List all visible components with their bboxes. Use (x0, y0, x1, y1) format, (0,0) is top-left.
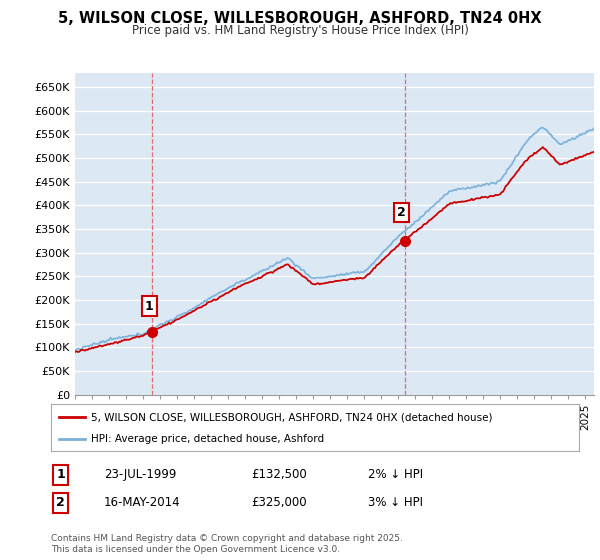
Text: 23-JUL-1999: 23-JUL-1999 (104, 468, 176, 481)
Text: 5, WILSON CLOSE, WILLESBOROUGH, ASHFORD, TN24 0HX: 5, WILSON CLOSE, WILLESBOROUGH, ASHFORD,… (58, 11, 542, 26)
Text: Price paid vs. HM Land Registry's House Price Index (HPI): Price paid vs. HM Land Registry's House … (131, 24, 469, 36)
Text: Contains HM Land Registry data © Crown copyright and database right 2025.
This d: Contains HM Land Registry data © Crown c… (51, 534, 403, 554)
Text: £325,000: £325,000 (251, 496, 307, 509)
Text: £132,500: £132,500 (251, 468, 307, 481)
Text: 16-MAY-2014: 16-MAY-2014 (104, 496, 181, 509)
Text: 2: 2 (397, 206, 406, 219)
Text: 2% ↓ HPI: 2% ↓ HPI (368, 468, 423, 481)
Text: 3% ↓ HPI: 3% ↓ HPI (368, 496, 423, 509)
Text: HPI: Average price, detached house, Ashford: HPI: Average price, detached house, Ashf… (91, 434, 324, 444)
Text: 1: 1 (145, 300, 154, 312)
Text: 5, WILSON CLOSE, WILLESBOROUGH, ASHFORD, TN24 0HX (detached house): 5, WILSON CLOSE, WILLESBOROUGH, ASHFORD,… (91, 412, 492, 422)
Text: 1: 1 (56, 468, 65, 481)
Text: 2: 2 (56, 496, 65, 509)
